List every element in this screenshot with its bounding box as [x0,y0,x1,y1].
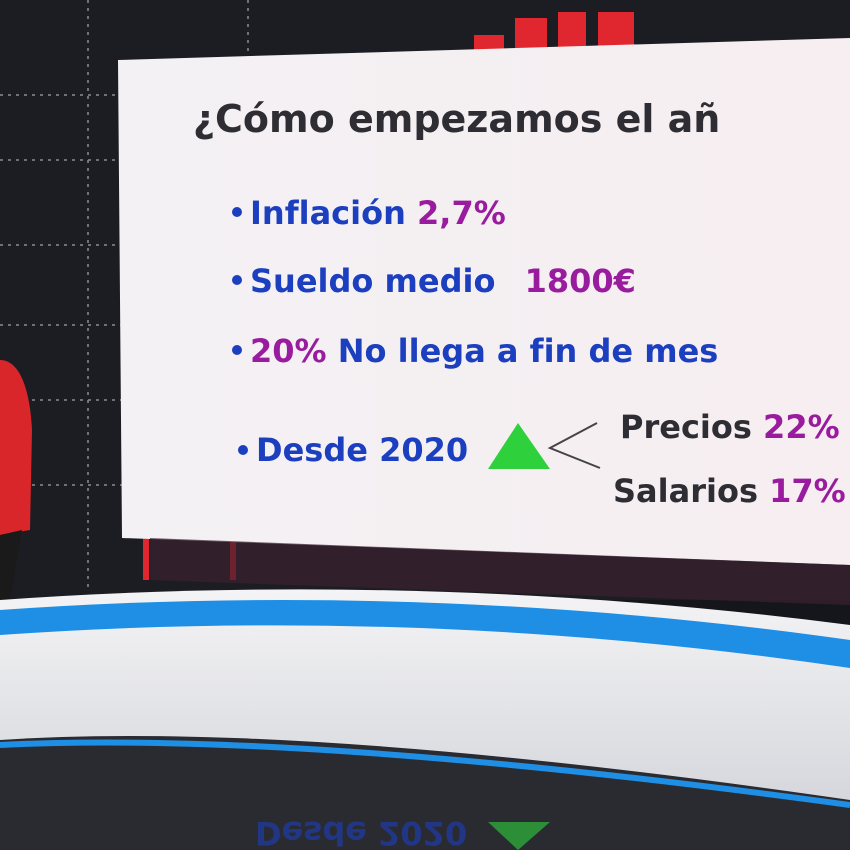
item-label: Desde 2020 [256,431,468,469]
ring-reflection [0,739,850,808]
item-value: 2,7% [417,194,506,232]
reflected-text: Desde 2020 [255,814,467,850]
item-label: Inflación [250,194,406,232]
item-value: 20% [250,332,327,370]
breakdown-label: Salarios [613,472,758,510]
split-arrow [547,422,601,469]
breakdown-value: 22% [763,408,840,446]
screen-edge [150,538,850,605]
reflected-triangle [488,822,550,850]
item-label: Sueldo medio [250,262,495,300]
presenter [0,360,32,535]
breakdown-label: Precios [620,408,752,446]
item: 20% No llega a fin de mes [250,332,718,370]
presenter-legs [0,530,22,600]
up-triangle [488,423,550,469]
breakdown-value: 17% [769,472,846,510]
stage-ring [0,600,850,668]
floor-reflection [0,736,850,850]
item: Sueldo medio 1800€ [250,262,636,300]
screen-panel [118,38,850,565]
item: Inflación 2,7% [250,194,506,232]
title: ¿Cómo empezamos el añ [193,97,720,141]
breakdown-item: Salarios 17% [613,472,846,510]
breakdown-item: Precios 22% [620,408,840,446]
item-label: No llega a fin de mes [338,332,719,370]
item-value: 1800€ [525,262,636,300]
bullets [232,207,248,455]
